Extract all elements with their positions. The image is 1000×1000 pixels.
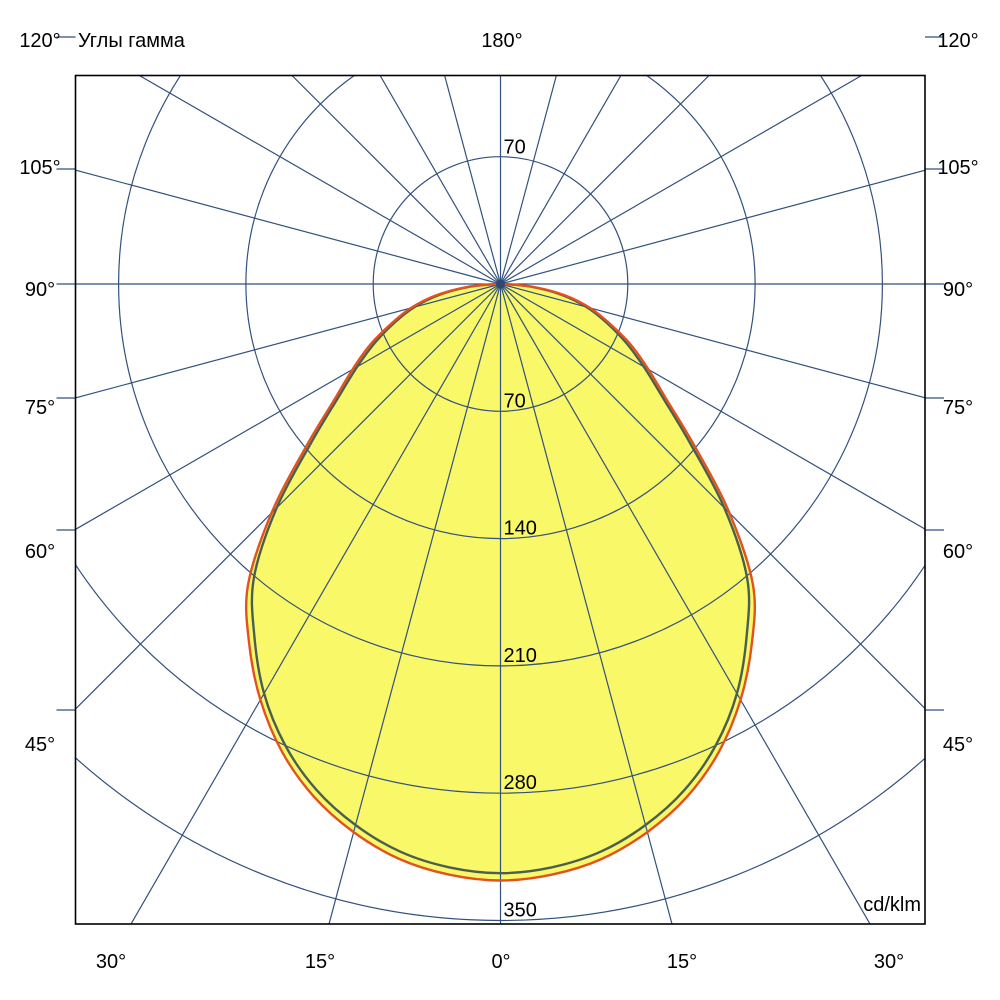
gamma-label-left-75: 75° (24, 397, 56, 419)
grid-ray (444, 75, 502, 285)
gamma-label-right-75: 75° (942, 397, 974, 419)
grid-ray (500, 75, 710, 285)
grid-ray (130, 283, 502, 924)
grid-ray (499, 283, 871, 924)
gamma-label-right-60: 60° (942, 541, 974, 563)
chart-title: Углы гамма (78, 30, 185, 52)
grid-ring (75, 756, 925, 921)
ring-labels: 70 140 210 280 350 70 (504, 137, 537, 922)
ring-label: 140 (504, 518, 537, 540)
gamma-label-right-120: 120° (937, 30, 979, 52)
grid-ring (372, 156, 629, 412)
unit-label: cd/klm (863, 894, 921, 916)
gamma-label-left-45: 45° (24, 734, 56, 756)
grid-ray (500, 75, 863, 285)
ring-label: 70 (504, 390, 526, 412)
gamma-label-left-105: 105° (19, 157, 61, 179)
grid-ray (499, 283, 673, 924)
gamma-label-bottom-15l: 15° (304, 951, 336, 973)
gamma-label-left-90: 90° (24, 279, 56, 301)
plot-border (74, 74, 926, 925)
grid-ray (75, 283, 501, 399)
grid-ray (500, 283, 925, 399)
grid-ring (75, 563, 925, 794)
grid-ray (138, 75, 501, 285)
ring-label: 350 (504, 900, 537, 922)
gamma-label-right-105: 105° (937, 157, 979, 179)
grid-ray (499, 75, 557, 285)
grid-ring (118, 75, 883, 667)
polar-origin-dot (496, 279, 505, 289)
grid-ray (379, 75, 502, 285)
gamma-label-bottom-30r: 30° (873, 951, 905, 973)
grid-ray (499, 75, 622, 285)
gamma-label-bottom-0: 0° (491, 951, 511, 973)
gamma-label-right-90: 90° (942, 279, 974, 301)
grid-ray (291, 75, 501, 285)
gamma-label-bottom-30l: 30° (95, 951, 127, 973)
gamma-label-left-60: 60° (24, 541, 56, 563)
ring-label-top: 70 (504, 137, 526, 159)
grid-ray (75, 283, 501, 531)
curve-c0-c180 (244, 282, 757, 882)
grid-ray (500, 169, 925, 285)
gamma-label-right-45: 45° (942, 734, 974, 756)
gamma-label-top-180: 180° (481, 30, 523, 52)
grid-ray (328, 283, 502, 924)
gamma-label-bottom-15r: 15° (666, 951, 698, 973)
ring-label: 210 (504, 645, 537, 667)
gamma-label-left-120: 120° (19, 30, 61, 52)
curve-c90-c270 (250, 282, 751, 875)
grid-ray (500, 283, 925, 530)
grid-ray (75, 169, 501, 285)
ring-label: 280 (504, 772, 537, 794)
border-ticks (56, 36, 944, 711)
grid-ring (245, 75, 756, 540)
